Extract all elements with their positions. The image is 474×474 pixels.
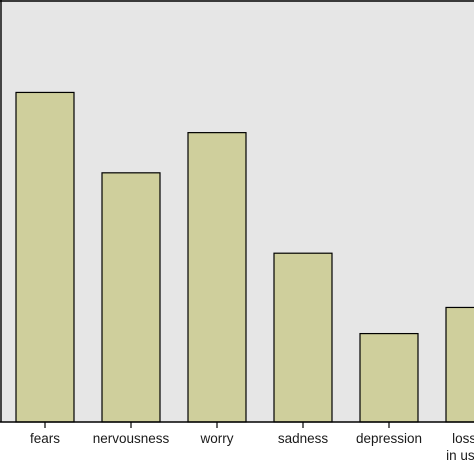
bar-3: [187, 132, 247, 423]
x-tick-label-6-line-2: in usual a: [446, 448, 474, 463]
x-axis-tick-labels: fears nervousness worry sadness depression lo…: [30, 431, 474, 463]
x-tick-label-1: fears: [30, 431, 60, 446]
x-tick-label-3: worry: [200, 431, 234, 446]
bar-2: [101, 172, 161, 423]
bar-1: [15, 91, 75, 423]
bar-5: [359, 332, 419, 423]
bar-6: [445, 306, 474, 423]
x-axis-ticks: [44, 422, 390, 428]
x-tick-label-6: loss of i: [452, 431, 474, 446]
x-tick-label-4: sadness: [278, 431, 329, 446]
bar-4: [273, 252, 333, 423]
bar-series: [15, 91, 474, 423]
x-tick-label-2: nervousness: [93, 431, 170, 446]
x-tick-label-5: depression: [356, 431, 422, 446]
